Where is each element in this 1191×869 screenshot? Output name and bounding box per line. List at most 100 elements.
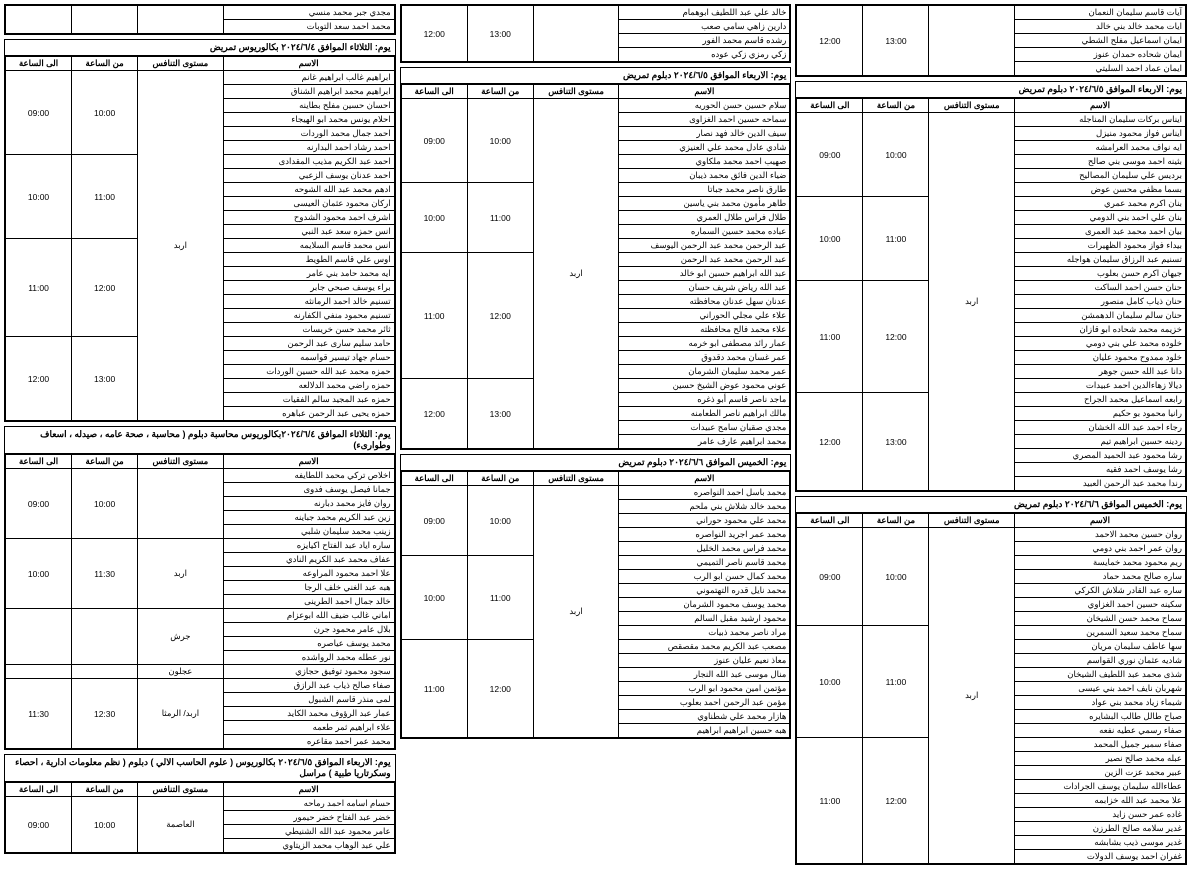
schedule-block: يوم: الخميس الموافق ٢٠٢٤/٦/٦ دبلوم تمريض… <box>400 454 792 739</box>
cell-name: محمد عمر اجريد النواصره <box>619 528 790 542</box>
cell-name: تسنيم محمود منفي الكفارنه <box>223 309 394 323</box>
cell-name: محمد علي محمود حوراني <box>619 514 790 528</box>
cell-level: اربد/ الرمثا <box>138 679 224 749</box>
cell-name: ساره عبد القادر شلاش الكركي <box>1014 584 1185 598</box>
cell-name: عمر غسان محمد دقدوق <box>619 351 790 365</box>
cell-name: علا محمد عبد الله خزابمه <box>1014 794 1185 808</box>
cell-name: روان حسين محمد الاحمد <box>1014 528 1185 542</box>
cell-name: شادي عادل محمد علي العنيزي <box>619 141 790 155</box>
table-row: ابراهيم غالب ابراهيم غانماربد10:0009:00 <box>5 71 394 85</box>
cell-from: 13:00 <box>863 6 929 76</box>
cell-name: معاذ نعيم عليان عنوز <box>619 654 790 668</box>
cell-name: احمد جمال محمد الوردات <box>223 127 394 141</box>
cell-from: 12:00 <box>72 239 138 337</box>
block-title: يوم: الاربعاء الموافق ٢٠٢٤/٦/٥ دبلوم تمر… <box>401 68 791 84</box>
cell-name: بثينه احمد موسى بني صالح <box>1014 155 1185 169</box>
cell-name: سيف الدين خالد فهد نصار <box>619 127 790 141</box>
cell-name: عمر محمد سليمان الشرمان <box>619 365 790 379</box>
cell-from: 12:00 <box>863 281 929 393</box>
schedule-block: يوم: الاربعاء الموافق ٢٠٢٤/٦/٥ دبلوم تمر… <box>795 81 1187 492</box>
cell-name: عطاءالله سليمان يوسف الجرادات <box>1014 780 1185 794</box>
cell-name: مؤتمن امين محمود ابو الرب <box>619 682 790 696</box>
table-row: مجدي جبر محمد منسي <box>5 6 394 20</box>
schedule-table: الاسممستوى التنافسمن الساعةالى الساعةاين… <box>796 98 1186 491</box>
cell-from: 10:00 <box>863 113 929 197</box>
cell-name: ضياء الدين فائق محمد ذيبان <box>619 169 790 183</box>
header-level: مستوى التنافس <box>929 99 1015 113</box>
column: مجدي جبر محمد منسيمحمد احمد سعد التوباتي… <box>4 4 396 865</box>
header-from: من الساعة <box>467 472 533 486</box>
header-name: الاسم <box>223 783 394 797</box>
cell-name: حمزه راضي محمد الدلالعه <box>223 379 394 393</box>
table-row: خالد علي عبد اللطيف ابوهمام13:0012:00 <box>401 6 790 20</box>
cell-name: مجدي صقبان سامح عبيدات <box>619 421 790 435</box>
cell-level: اربد <box>533 99 619 449</box>
cell-name: براء يوسف صبحي جابر <box>223 281 394 295</box>
cell-level: اربد <box>929 113 1015 491</box>
cell-name: مالك ابراهيم ناصر الطعامنه <box>619 407 790 421</box>
cell-level: اربد <box>533 486 619 738</box>
cell-name: منال موسى عبد الله النجار <box>619 668 790 682</box>
cell-name: صفاء رسمي عطيه نفعه <box>1014 724 1185 738</box>
schedule-block: يوم: الاربعاء الموافق ٢٠٢٤/٦/٥ بكالوريوس… <box>4 754 396 854</box>
cell-to: 09:00 <box>401 99 467 183</box>
schedule-block: يوم: الثلاثاء الموافق ٢٠٢٤/٦/٤ بكالوريوس… <box>4 39 396 422</box>
cell-name: ديالا زهاءالدين احمد عبيدات <box>1014 379 1185 393</box>
cell-name: عباده محمد حسين السماره <box>619 225 790 239</box>
cell-name: رشده قاسم محمد الفور <box>619 34 790 48</box>
cell-name: تسنيم خالد احمد الرمانثه <box>223 295 394 309</box>
cell-level <box>929 6 1015 76</box>
schedule-table: الاسممستوى التنافسمن الساعةالى الساعةابر… <box>5 56 395 421</box>
block-title: يوم: الثلاثاء الموافق ٢٠٢٤/٦/٤ بكالوريوس… <box>5 40 395 56</box>
cell-name: حمزه عبد المجيد سالم الفقيات <box>223 393 394 407</box>
cell-to: 10:00 <box>5 539 71 609</box>
cell-to: 12:00 <box>401 379 467 449</box>
cell-name: ايمان عماد احمد السليتي <box>1014 62 1185 76</box>
cell-from: 11:00 <box>863 197 929 281</box>
header-level: مستوى التنافس <box>138 783 224 797</box>
cell-name: احسان حسين مفلح بطاينه <box>223 99 394 113</box>
cell-to: 09:00 <box>5 469 71 539</box>
cell-name: ابراهيم محمد ابراهيم الشناق <box>223 85 394 99</box>
block-title: يوم: الخميس الموافق ٢٠٢٤/٦/٦ دبلوم تمريض <box>401 455 791 471</box>
table-row: اخلاص تركي محمد اللطايفه10:0009:00 <box>5 469 394 483</box>
header-to: الى الساعة <box>5 57 71 71</box>
cell-name: جيهان اكرم حسن بعلوب <box>1014 267 1185 281</box>
table-row: ساره اياد عبد الفتاح اكيايزهاربد11:3010:… <box>5 539 394 553</box>
cell-name: عبد الرحمن محمد عبد الرحمن <box>619 253 790 267</box>
cell-name: صفاء سمير جميل المحمد <box>1014 738 1185 752</box>
cell-from: 13:00 <box>863 393 929 491</box>
cell-name: محمد يوسف محمود الشرمان <box>619 598 790 612</box>
cell-name: خلود ممدوح محمود عليان <box>1014 351 1185 365</box>
cell-name: روان فايز محمد دبارنه <box>223 497 394 511</box>
cell-level: اربد <box>138 71 224 421</box>
header-to: الى الساعة <box>797 514 863 528</box>
cell-to <box>5 609 71 665</box>
cell-from: 12:30 <box>72 679 138 749</box>
table-row: آيات قاسم سليمان النعمان13:0012:00 <box>797 6 1186 20</box>
cell-level: العاصمة <box>138 797 224 853</box>
cell-to: 10:00 <box>797 626 863 738</box>
table-row: سلام حسين حسن الحوريهاربد10:0009:00 <box>401 99 790 113</box>
cell-name: هبه حسين ابراهيم ابراهيم <box>619 724 790 738</box>
cell-name: ساره صالح محمد حماد <box>1014 570 1185 584</box>
cell-level: اربد <box>929 528 1015 864</box>
cell-from: 11:00 <box>72 155 138 239</box>
cell-level: جرش <box>138 609 224 665</box>
table-row: محمد باسل احمد النواصرهاربد10:0009:00 <box>401 486 790 500</box>
schedule-block: يوم: الخميس الموافق ٢٠٢٤/٦/٦ دبلوم تمريض… <box>795 496 1187 865</box>
cell-name: عبد الرحمن محمد عبد الرحمن اليوسف <box>619 239 790 253</box>
cell-name: انس محمد قاسم السلايمه <box>223 239 394 253</box>
cell-name: علاء محمد فالح محافظته <box>619 323 790 337</box>
cell-to: 11:00 <box>401 640 467 738</box>
cell-to: 09:00 <box>797 113 863 197</box>
cell-name: حمزه يحيى عبد الرحمن عباهره <box>223 407 394 421</box>
cell-name: عبله محمد صالح نصير <box>1014 752 1185 766</box>
cell-name: ايه محمد حامد بني عامر <box>223 267 394 281</box>
header-to: الى الساعة <box>5 783 71 797</box>
cell-from <box>72 609 138 665</box>
cell-to: 09:00 <box>5 797 71 853</box>
cell-name: اركان محمود عثمان العيسى <box>223 197 394 211</box>
cell-name: بيداء فواز محمود الظهيرات <box>1014 239 1185 253</box>
cell-name: محمد نايل قدره التهتموني <box>619 584 790 598</box>
